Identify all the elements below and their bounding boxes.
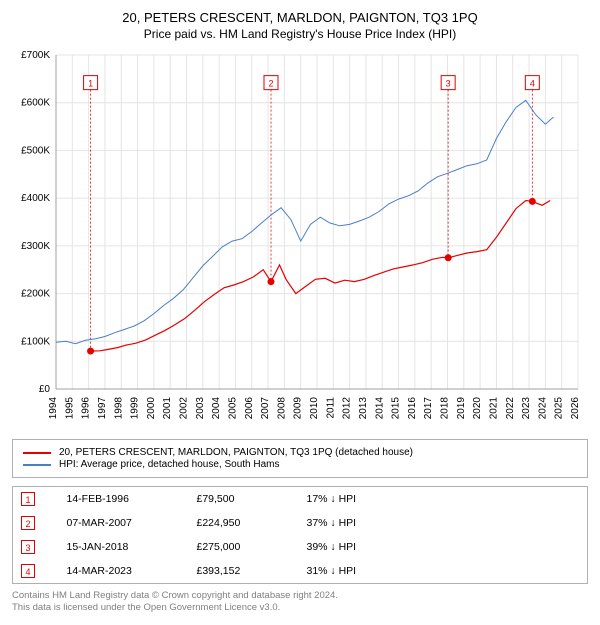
y-axis-tick-label: £700K <box>21 50 50 61</box>
x-axis-tick-label: 1995 <box>64 397 75 420</box>
footer-attribution: Contains HM Land Registry data © Crown c… <box>12 590 588 615</box>
legend: 20, PETERS CRESCENT, MARLDON, PAIGNTON, … <box>12 439 588 478</box>
transactions-table: 1 14-FEB-1996£79,50017% ↓ HPI 2 07-MAR-2007… <box>12 486 588 584</box>
transaction-price: £79,500 <box>189 487 299 512</box>
line-chart-svg: £0 £100K £200K £300K £400K £500K £600K £700K 199… <box>12 49 588 429</box>
transaction-row: 2 07-MAR-2007£224,95037% ↓ HPI <box>13 511 588 535</box>
transaction-price: £275,000 <box>189 535 299 559</box>
x-axis-tick-label: 2007 <box>260 397 271 420</box>
marker-number: 3 <box>446 79 451 89</box>
x-axis-tick-label: 2026 <box>570 397 581 420</box>
transaction-delta: 39% ↓ HPI <box>299 535 588 559</box>
y-axis-tick-label: £200K <box>21 289 50 300</box>
x-axis-tick-label: 2021 <box>488 397 499 420</box>
legend-swatch <box>23 452 51 454</box>
x-axis-tick-label: 2005 <box>227 397 238 420</box>
transaction-row: 3 15-JAN-2018£275,00039% ↓ HPI <box>13 535 588 559</box>
x-axis-tick-label: 2009 <box>293 397 304 420</box>
footer-line-2: This data is licensed under the Open Gov… <box>12 602 588 614</box>
x-axis-tick-label: 1996 <box>81 397 92 420</box>
transaction-point <box>529 198 536 205</box>
x-axis-tick-label: 2003 <box>195 397 206 420</box>
transaction-marker: 3 <box>21 540 35 554</box>
y-axis-tick-label: £100K <box>21 336 50 347</box>
x-axis-tick-label: 2019 <box>456 397 467 420</box>
legend-swatch <box>23 464 51 466</box>
legend-label: 20, PETERS CRESCENT, MARLDON, PAIGNTON, … <box>59 447 413 458</box>
footer-line-1: Contains HM Land Registry data © Crown c… <box>12 590 588 602</box>
x-axis-tick-label: 2012 <box>342 397 353 420</box>
transaction-delta: 31% ↓ HPI <box>299 559 588 584</box>
chart-subtitle: Price paid vs. HM Land Registry's House … <box>12 27 588 41</box>
transaction-point <box>87 348 94 355</box>
x-axis-tick-label: 2014 <box>374 397 385 420</box>
transaction-marker: 1 <box>21 492 35 506</box>
transaction-date: 14-FEB-1996 <box>59 487 189 512</box>
x-axis-tick-label: 2025 <box>554 397 565 420</box>
legend-item: 20, PETERS CRESCENT, MARLDON, PAIGNTON, … <box>23 447 577 458</box>
x-axis-tick-label: 2004 <box>211 397 222 420</box>
x-axis-tick-label: 2001 <box>162 397 173 420</box>
transaction-row: 4 14-MAR-2023£393,15231% ↓ HPI <box>13 559 588 584</box>
x-axis-tick-label: 1998 <box>113 397 124 420</box>
y-axis-tick-label: £400K <box>21 193 50 204</box>
legend-label: HPI: Average price, detached house, Sout… <box>59 459 280 470</box>
y-axis-tick-label: £300K <box>21 241 50 252</box>
transaction-point <box>267 278 274 285</box>
y-axis-tick-label: £0 <box>39 384 51 395</box>
x-axis-tick-label: 1994 <box>48 397 59 420</box>
transaction-date: 15-JAN-2018 <box>59 535 189 559</box>
y-axis-tick-label: £600K <box>21 98 50 109</box>
x-axis-tick-label: 2015 <box>391 397 402 420</box>
chart-container: 20, PETERS CRESCENT, MARLDON, PAIGNTON, … <box>0 0 600 625</box>
x-axis-tick-label: 2016 <box>407 397 418 420</box>
x-axis-tick-label: 2020 <box>472 397 483 420</box>
marker-number: 2 <box>268 79 273 89</box>
transaction-date: 14-MAR-2023 <box>59 559 189 584</box>
y-axis-tick-label: £500K <box>21 145 50 156</box>
transaction-delta: 37% ↓ HPI <box>299 511 588 535</box>
transaction-marker: 2 <box>21 516 35 530</box>
x-axis-tick-label: 2013 <box>358 397 369 420</box>
x-axis-tick-label: 2011 <box>325 397 336 419</box>
x-axis-tick-label: 2000 <box>146 397 157 420</box>
transaction-date: 07-MAR-2007 <box>59 511 189 535</box>
transaction-row: 1 14-FEB-1996£79,50017% ↓ HPI <box>13 487 588 512</box>
transaction-price: £224,950 <box>189 511 299 535</box>
legend-item: HPI: Average price, detached house, Sout… <box>23 459 577 470</box>
transaction-marker: 4 <box>21 564 35 578</box>
x-axis-tick-label: 2010 <box>309 397 320 420</box>
transaction-price: £393,152 <box>189 559 299 584</box>
x-axis-tick-label: 2002 <box>179 397 190 420</box>
x-axis-tick-label: 2018 <box>440 397 451 420</box>
chart-plot-area: £0 £100K £200K £300K £400K £500K £600K £700K 199… <box>12 49 588 429</box>
transaction-delta: 17% ↓ HPI <box>299 487 588 512</box>
x-axis-tick-label: 2024 <box>537 397 548 420</box>
marker-number: 4 <box>530 79 535 89</box>
chart-title: 20, PETERS CRESCENT, MARLDON, PAIGNTON, … <box>12 10 588 25</box>
transaction-point <box>445 254 452 261</box>
x-axis-tick-label: 2022 <box>505 397 516 420</box>
x-axis-tick-label: 2017 <box>423 397 434 420</box>
x-axis-tick-label: 2006 <box>244 397 255 420</box>
marker-number: 1 <box>88 79 93 89</box>
x-axis-tick-label: 1999 <box>130 397 141 420</box>
x-axis-tick-label: 2023 <box>521 397 532 420</box>
x-axis-tick-label: 2008 <box>276 397 287 420</box>
x-axis-tick-label: 1997 <box>97 397 108 420</box>
